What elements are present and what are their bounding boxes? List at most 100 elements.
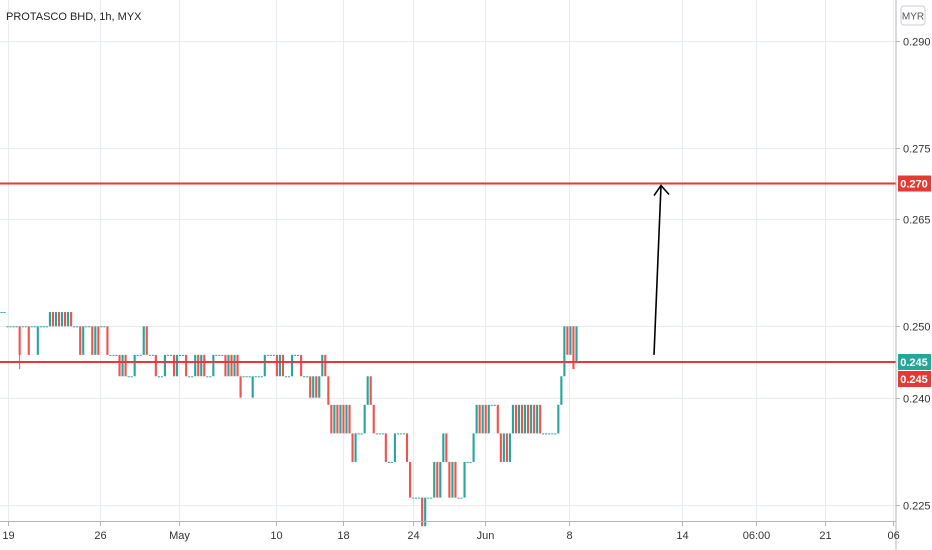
- candle: [236, 354, 239, 377]
- price-tick-label: 0.265: [903, 215, 931, 227]
- candle: [175, 354, 179, 377]
- candle: [530, 404, 533, 434]
- candle: [342, 404, 345, 434]
- candle: [324, 354, 327, 377]
- candle: [39, 326, 42, 328]
- candle: [136, 354, 139, 356]
- candle: [575, 326, 578, 362]
- candle: [481, 404, 484, 434]
- time-tick-label: 06: [888, 530, 900, 542]
- candle: [493, 404, 496, 406]
- candle: [218, 354, 221, 356]
- symbol-title[interactable]: PROTASCO BHD, 1h, MYX: [6, 11, 142, 23]
- candle: [454, 461, 457, 498]
- candle: [478, 404, 481, 434]
- candle: [490, 404, 493, 406]
- candle: [387, 461, 390, 463]
- candle: [551, 433, 554, 435]
- candle: [378, 433, 381, 435]
- candle: [239, 376, 242, 398]
- time-tick-label: 26: [94, 530, 106, 542]
- candle: [348, 404, 351, 434]
- candle: [306, 376, 309, 378]
- candle: [327, 376, 330, 405]
- candle: [560, 376, 563, 405]
- candle: [21, 326, 24, 328]
- candle: [418, 497, 421, 499]
- time-tick-label: 10: [270, 530, 282, 542]
- candle: [520, 404, 524, 434]
- candle: [36, 326, 39, 355]
- candle: [321, 354, 324, 377]
- candle: [451, 461, 454, 498]
- candle: [460, 497, 463, 499]
- candle: [412, 497, 415, 499]
- time-axis-ticks: 19 26 May 10 18 24 Jun 8 14 06:00 21 06: [2, 522, 900, 542]
- candle: [12, 326, 15, 328]
- currency-button[interactable]: MYR: [900, 5, 926, 26]
- annotation-arrow[interactable]: [653, 184, 670, 355]
- candle: [293, 354, 297, 356]
- candle: [178, 354, 182, 356]
- candle: [251, 376, 254, 398]
- candle: [472, 433, 475, 462]
- candle: [130, 376, 133, 378]
- candle: [215, 354, 218, 356]
- candle: [18, 326, 21, 355]
- candle: [224, 354, 227, 377]
- candles: [0, 312, 578, 527]
- candle: [533, 404, 536, 434]
- candle: [281, 354, 285, 377]
- candle: [91, 326, 94, 355]
- candle: [339, 404, 342, 434]
- candle: [76, 326, 79, 328]
- candle: [527, 404, 530, 434]
- candle: [67, 312, 70, 327]
- candle: [381, 433, 384, 435]
- candle: [221, 354, 224, 356]
- candle: [315, 376, 318, 398]
- candle: [163, 354, 166, 377]
- candle: [42, 326, 45, 328]
- candle: [203, 354, 206, 377]
- candle: [145, 326, 148, 355]
- time-tick-label: 06:00: [743, 530, 771, 542]
- candle: [312, 376, 315, 398]
- candle: [97, 326, 100, 355]
- candle: [424, 497, 427, 527]
- candle: [266, 354, 269, 356]
- candle: [421, 497, 424, 527]
- horizontal-levels[interactable]: [0, 182, 896, 363]
- candle: [475, 404, 478, 434]
- candle: [448, 461, 451, 498]
- candle: [109, 354, 112, 356]
- candle: [48, 312, 51, 327]
- candle: [287, 376, 291, 378]
- candle: [290, 354, 294, 377]
- candle: [318, 376, 321, 398]
- last-price-badge-label: 0.245: [900, 357, 928, 369]
- candle: [133, 354, 136, 377]
- candle: [333, 404, 336, 434]
- candle: [185, 354, 188, 377]
- candle: [182, 354, 185, 356]
- candle: [82, 326, 85, 355]
- candle: [514, 404, 518, 434]
- candle: [6, 326, 9, 328]
- candle: [539, 404, 542, 434]
- candle: [415, 497, 418, 499]
- candle: [275, 354, 278, 377]
- candle: [357, 433, 360, 435]
- candle: [166, 354, 170, 356]
- candle: [118, 354, 121, 377]
- price-axis[interactable]: [0, 0, 897, 550]
- candle: [112, 354, 115, 356]
- candle: [375, 433, 378, 435]
- level-price-badge-label: 0.245: [900, 374, 928, 386]
- candle: [64, 312, 67, 327]
- level-price-badge: [898, 175, 931, 192]
- candle: [263, 354, 266, 377]
- candle: [51, 312, 55, 327]
- candle: [272, 354, 275, 356]
